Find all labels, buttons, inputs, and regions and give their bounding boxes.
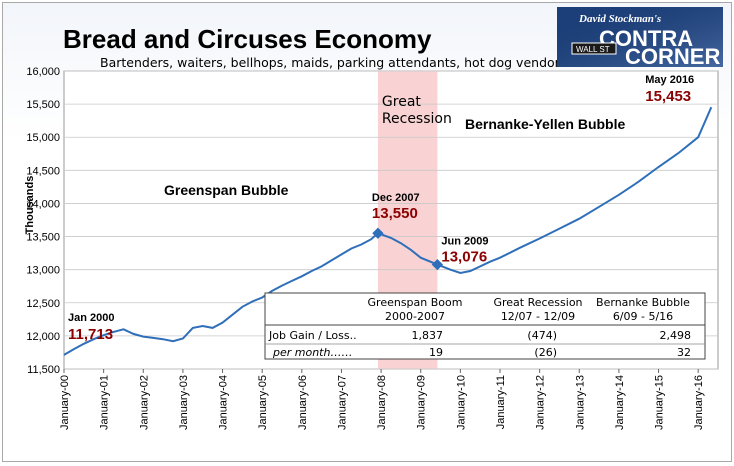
data-point-value: 13,076 xyxy=(441,249,487,266)
x-tick-label: January-07 xyxy=(336,375,348,430)
contra-corner-logo: David Stockman's CONTRA CORNER WALL ST xyxy=(557,7,723,69)
x-tick-label: January-09 xyxy=(416,375,428,430)
recession-label: Recession xyxy=(382,111,452,127)
table-cell: 2,498 xyxy=(660,329,692,342)
x-tick-label: January-03 xyxy=(178,375,190,430)
table-header-1-line1: Greenspan Boom xyxy=(368,296,463,309)
table-header-2-line2: 12/07 - 12/09 xyxy=(501,310,575,323)
x-tick-label: January-02 xyxy=(138,375,150,430)
chart-annotation: Bernanke-Yellen Bubble xyxy=(465,116,625,132)
data-point-label: Dec 2007 xyxy=(372,192,420,204)
y-tick-label: 12,500 xyxy=(26,298,60,310)
x-tick-label: January-05 xyxy=(257,375,269,430)
series-line xyxy=(63,106,713,356)
x-tick-label: January-16 xyxy=(693,375,705,430)
data-point-marker xyxy=(372,227,384,239)
y-tick-label: 12,000 xyxy=(26,331,60,343)
recession-label: Great xyxy=(382,94,421,110)
table-cell: 1,837 xyxy=(412,329,444,342)
data-point-marker xyxy=(431,258,444,271)
y-tick-label: 15,000 xyxy=(26,132,60,144)
data-point-value: 15,453 xyxy=(645,88,691,105)
plot-area: 11,500 12,000 12,500 13,000 13,500 14,000 14,5… xyxy=(24,66,719,430)
y-tick-label: 13,000 xyxy=(26,265,60,277)
wall-st-sign-icon: WALL ST xyxy=(571,42,617,55)
table-cell: (474) xyxy=(527,329,557,342)
chart-title: Bread and Circuses Economy xyxy=(63,24,432,54)
table-header-2-line1: Great Recession xyxy=(493,296,582,309)
y-tick-label: 15,500 xyxy=(26,99,60,111)
y-tick-label: 14,000 xyxy=(26,198,60,210)
table-row-label: Job Gain / Loss.. xyxy=(268,329,357,342)
line-chart: Bread and Circuses Economy Bartenders, w… xyxy=(24,7,723,430)
table-cell: (26) xyxy=(534,346,557,359)
x-tick-label: January-00 xyxy=(59,375,71,430)
y-tick-label: 11,500 xyxy=(27,364,60,376)
table-header-3-line2: 6/09 - 5/16 xyxy=(613,310,673,323)
x-tick-label: January-11 xyxy=(495,375,507,429)
data-point-label: Jun 2009 xyxy=(441,236,488,248)
chart-subtitle: Bartenders, waiters, bellhops, maids, pa… xyxy=(100,55,566,70)
table-cell: 19 xyxy=(429,346,443,359)
data-point-value: 11,713 xyxy=(68,326,113,343)
x-tick-label: January-10 xyxy=(455,375,467,430)
x-tick-label: January-13 xyxy=(574,375,586,430)
table-row-label: per month…… xyxy=(272,346,352,359)
y-tick-label: 16,000 xyxy=(26,66,60,78)
data-point-label: May 2016 xyxy=(645,74,694,86)
svg-text:WALL ST: WALL ST xyxy=(576,45,610,54)
x-tick-label: January-14 xyxy=(614,375,626,430)
x-tick-label: January-01 xyxy=(99,375,111,430)
data-point-value: 13,550 xyxy=(372,205,418,222)
table-cell: 32 xyxy=(677,346,691,359)
svg-text:David Stockman's: David Stockman's xyxy=(578,13,661,25)
x-tick-label: January-06 xyxy=(297,375,309,430)
summary-table: Greenspan Boom 2000-2007 Great Recession… xyxy=(264,292,706,360)
x-tick-label: January-08 xyxy=(376,375,388,430)
x-tick-label: January-12 xyxy=(535,375,547,430)
y-tick-label: 13,500 xyxy=(26,232,60,244)
y-axis-label: Thousands xyxy=(24,176,36,235)
x-tick-label: January-15 xyxy=(654,375,666,430)
chart-annotation: Greenspan Bubble xyxy=(164,182,289,198)
y-tick-label: 14,500 xyxy=(26,165,60,177)
data-point-label: Jan 2000 xyxy=(68,312,114,324)
table-header-1-line2: 2000-2007 xyxy=(385,310,445,323)
x-tick-label: January-04 xyxy=(218,375,230,430)
table-header-3-line1: Bernanke Bubble xyxy=(596,296,690,309)
svg-text:CORNER: CORNER xyxy=(625,44,720,69)
